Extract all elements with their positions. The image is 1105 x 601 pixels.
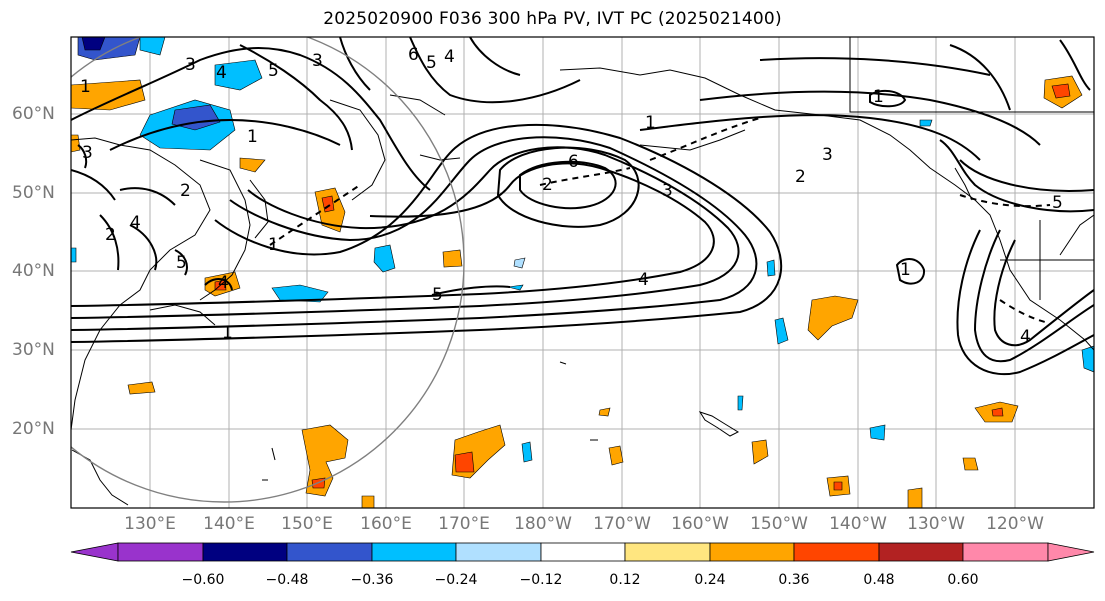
colorbar-tick-label: 0.36 [778,572,810,588]
island-markers [262,154,973,481]
lat-label: 20°N [12,419,55,439]
pv-dashed-contours [269,117,1051,323]
contour-label: 5 [176,253,187,273]
contour-label: 2 [542,175,553,195]
contour-label: 1 [900,260,911,280]
lat-label: 30°N [12,340,55,360]
pv-anomaly-fills [71,37,1094,508]
contour-label: 1 [247,127,258,147]
contour-label: 2 [180,181,191,201]
colorbar-tick-label: −0.60 [181,572,225,588]
lat-label: 40°N [12,261,55,281]
contour-label: 4 [1020,327,1031,347]
colorbar-tick-label: −0.24 [434,572,478,588]
contour-label: 3 [82,143,93,163]
pv-contours [71,37,1094,376]
contour-label: 2 [105,225,116,245]
contour-label: 5 [268,61,279,81]
lat-label: 60°N [12,104,55,124]
lon-label: 140°W [829,514,887,534]
contour-label: 1 [645,113,656,133]
contour-label: 3 [822,145,833,165]
contour-labels: 6 5 4 3 2 1 1 3 4 5 6 5 4 3 1 2 3 5 1 2 … [80,45,1063,347]
colorbar-tick-label: 0.60 [947,572,979,588]
colorbar-tick-label: −0.48 [265,572,309,588]
colorbar-tick-label: −0.12 [519,572,563,588]
lon-label: 170°W [593,514,651,534]
contour-label: 3 [662,181,673,201]
lon-label: 150°E [281,514,333,534]
contour-label: 4 [444,47,455,67]
colorbar-tick-label: −0.36 [350,572,394,588]
colorbar-tick-label: 0.12 [609,572,641,588]
map-title: 2025020900 F036 300 hPa PV, IVT PC (2025… [323,9,782,29]
contour-label: 6 [568,152,579,172]
map-frame [70,36,1095,509]
contour-label: 3 [312,51,323,71]
contour-label: 1 [268,235,279,255]
contour-label: 2 [795,167,806,187]
contour-label: 5 [432,285,443,305]
contour-label: 4 [638,270,649,290]
lon-label: 180°W [514,514,572,534]
lon-label: 160°W [671,514,729,534]
contour-label: 4 [130,213,141,233]
contour-label: 5 [1052,193,1063,213]
contour-label: 5 [426,53,437,73]
contour-label: 4 [216,63,227,83]
lon-label: 120°W [986,514,1044,534]
contour-label: 3 [185,55,196,75]
lon-label: 130°W [907,514,965,534]
lon-label: 140°E [203,514,255,534]
contour-label: 1 [222,323,233,343]
lon-label: 130°E [124,514,176,534]
contour-label: 4 [218,273,229,293]
lon-label: 160°E [360,514,412,534]
lon-label: 170°E [438,514,490,534]
lon-label: 150°W [750,514,808,534]
colorbar-tick-label: 0.24 [694,572,726,588]
reference-circle [71,37,465,503]
colorbar-tick-label: 0.48 [863,572,895,588]
contour-label: 1 [80,77,91,97]
contour-label: 1 [873,87,884,107]
lat-label: 50°N [12,183,55,203]
gridlines [71,37,1094,508]
contour-label: 6 [408,45,419,65]
